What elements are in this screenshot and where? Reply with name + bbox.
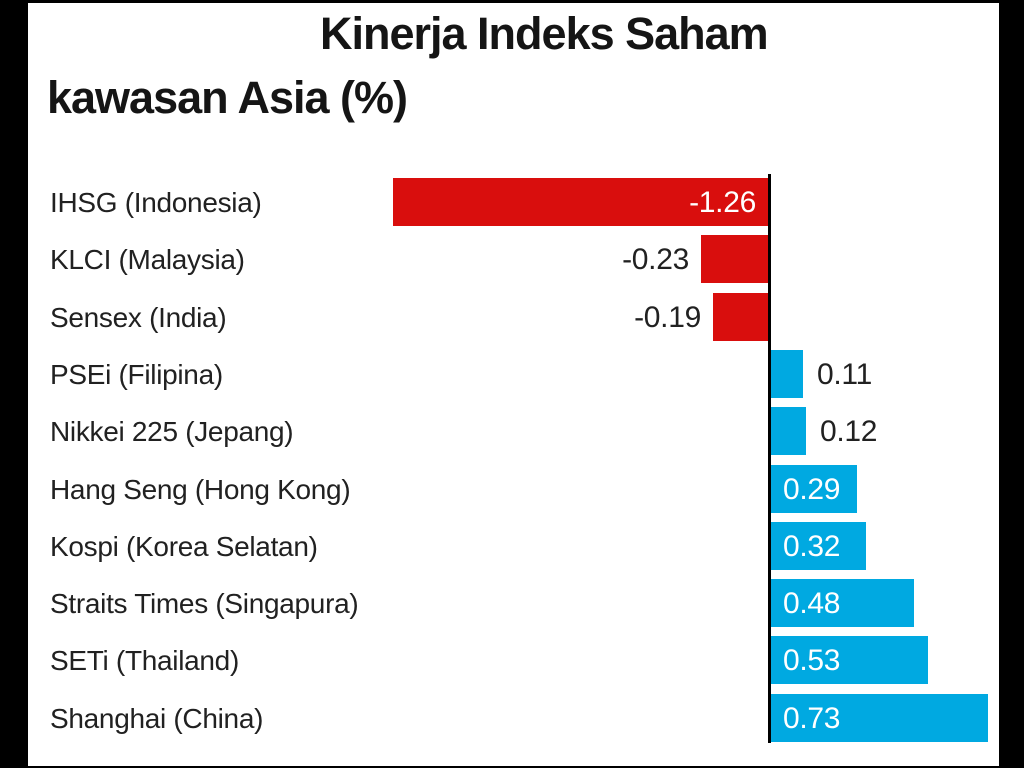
category-label-8: SETi (Thailand) bbox=[50, 645, 239, 676]
bar-negative-0 bbox=[393, 178, 770, 226]
category-label-3: PSEi (Filipina) bbox=[50, 359, 223, 390]
bar-positive-5 bbox=[770, 465, 857, 513]
value-label-0: -1.26 bbox=[689, 186, 756, 219]
value-label-5: 0.29 bbox=[783, 473, 841, 506]
value-label-7: 0.48 bbox=[783, 587, 841, 620]
letterbox-left bbox=[0, 0, 28, 768]
value-label-1: -0.23 bbox=[622, 243, 689, 276]
zero-axis-line bbox=[768, 174, 771, 743]
bar-positive-3 bbox=[770, 350, 803, 398]
bar-positive-6 bbox=[770, 522, 866, 570]
value-label-2: -0.19 bbox=[634, 301, 701, 334]
category-label-7: Straits Times (Singapura) bbox=[50, 588, 359, 619]
value-label-4: 0.12 bbox=[820, 415, 878, 448]
value-label-8: 0.53 bbox=[783, 644, 841, 677]
bar-positive-8 bbox=[770, 636, 928, 684]
category-label-2: Sensex (India) bbox=[50, 302, 227, 333]
letterbox-right bbox=[999, 0, 1024, 768]
bar-negative-2 bbox=[713, 293, 770, 341]
bar-negative-1 bbox=[701, 235, 770, 283]
category-label-4: Nikkei 225 (Jepang) bbox=[50, 416, 294, 447]
value-label-6: 0.32 bbox=[783, 530, 841, 563]
category-label-9: Shanghai (China) bbox=[50, 703, 264, 734]
chart-title-line1: Kinerja Indeks Saham bbox=[320, 8, 769, 59]
bar-positive-9 bbox=[770, 694, 988, 742]
category-label-5: Hang Seng (Hong Kong) bbox=[50, 474, 351, 505]
value-label-3: 0.11 bbox=[817, 358, 872, 391]
category-label-0: IHSG (Indonesia) bbox=[50, 187, 262, 218]
bar-positive-7 bbox=[770, 579, 914, 627]
value-label-9: 0.73 bbox=[783, 702, 841, 735]
bar-positive-4 bbox=[770, 407, 806, 455]
letterbox-top bbox=[0, 0, 1024, 3]
category-label-6: Kospi (Korea Selatan) bbox=[50, 531, 318, 562]
category-label-1: KLCI (Malaysia) bbox=[50, 244, 245, 275]
chart-title-line2: kawasan Asia (%) bbox=[47, 72, 408, 123]
letterbox-bottom bbox=[0, 766, 1024, 768]
